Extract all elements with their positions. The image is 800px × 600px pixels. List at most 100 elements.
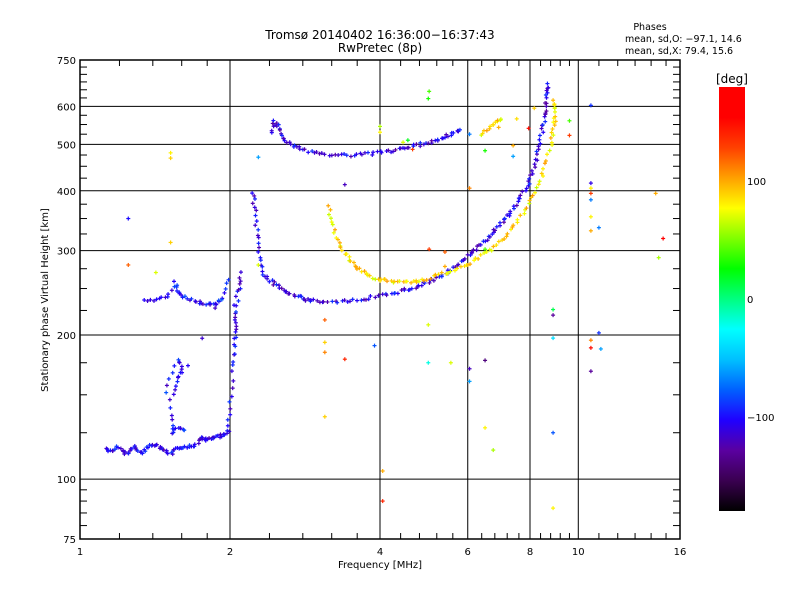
- trace-point: [335, 237, 340, 242]
- trace-point: [542, 114, 547, 119]
- trace-point: [254, 219, 259, 224]
- trace-point: [546, 85, 551, 90]
- scatter-point: [426, 96, 431, 101]
- trace-point: [167, 397, 172, 402]
- trace-point: [427, 280, 432, 285]
- trace-point: [292, 143, 297, 148]
- colorbar-tick-label: −100: [747, 413, 774, 424]
- axis-ticks: [80, 60, 680, 539]
- trace-point: [418, 144, 423, 149]
- scatter-point: [588, 369, 593, 374]
- trace-point: [496, 239, 501, 244]
- trace-point: [182, 428, 187, 433]
- trace-point: [326, 203, 331, 208]
- trace-point: [281, 136, 286, 141]
- trace-point: [229, 369, 234, 374]
- trace-point: [508, 227, 513, 232]
- scatter-point: [511, 143, 516, 148]
- trace-point: [385, 279, 390, 284]
- trace-point: [232, 303, 237, 308]
- trace-point: [359, 152, 364, 157]
- trace-point: [311, 297, 316, 302]
- trace-point: [218, 432, 223, 437]
- trace-point: [189, 296, 194, 301]
- trace-point: [526, 179, 531, 184]
- trace-point: [456, 262, 461, 267]
- trace-point: [193, 299, 198, 304]
- trace-point: [533, 157, 538, 162]
- trace-point: [527, 176, 532, 181]
- colorbar-tick-label: 100: [747, 177, 766, 188]
- trace-point: [238, 279, 243, 284]
- trace-point: [236, 298, 241, 303]
- scatter-point: [427, 247, 432, 252]
- trace-point: [256, 241, 261, 246]
- trace-point: [544, 88, 549, 93]
- trace-point: [253, 213, 258, 218]
- trace-point: [493, 228, 498, 233]
- trace-point: [172, 279, 177, 284]
- trace-point: [547, 148, 552, 153]
- trace-point: [267, 279, 272, 284]
- trace-point: [508, 209, 513, 214]
- scatter-point: [426, 360, 431, 365]
- trace-point: [436, 272, 441, 277]
- trace-point: [482, 251, 487, 256]
- trace-point: [379, 150, 384, 155]
- trace-point: [118, 446, 123, 451]
- colorbar-tick-label: 0: [747, 295, 753, 306]
- trace-point: [395, 291, 400, 296]
- trace-point: [179, 292, 184, 297]
- scatter-point: [410, 147, 415, 152]
- scatter-point: [467, 132, 472, 137]
- trace-point: [151, 298, 156, 303]
- trace-point: [516, 196, 521, 201]
- trace-point: [175, 379, 180, 384]
- trace-point: [333, 227, 338, 232]
- x-tick-label: 2: [227, 547, 233, 558]
- trace-point: [228, 412, 233, 417]
- trace-point: [478, 242, 483, 247]
- trace-point: [222, 290, 227, 295]
- trace-point: [272, 279, 277, 284]
- scatter-point: [588, 214, 593, 219]
- data-points: [104, 81, 666, 511]
- trace-point: [254, 208, 259, 213]
- trace-point: [106, 449, 111, 454]
- trace-point: [321, 299, 326, 304]
- trace-point: [330, 299, 335, 304]
- trace-point: [543, 119, 548, 124]
- scatter-point: [551, 430, 556, 435]
- y-tick-label: 400: [57, 187, 76, 198]
- scatter-point: [448, 360, 453, 365]
- trace-point: [224, 281, 229, 286]
- trace-point: [145, 298, 150, 303]
- trace-point: [257, 245, 262, 250]
- trace-point: [256, 235, 261, 240]
- trace-point: [126, 451, 131, 456]
- trace-point: [345, 299, 350, 304]
- trace-point: [418, 140, 423, 145]
- trace-point: [250, 191, 255, 196]
- trace-point: [350, 297, 355, 302]
- trace-point: [234, 327, 239, 332]
- trace-point: [458, 264, 463, 269]
- trace-point: [514, 203, 519, 208]
- trace-point: [182, 294, 187, 299]
- trace-point: [455, 266, 460, 271]
- scatter-point: [588, 191, 593, 196]
- trace-point: [382, 277, 387, 282]
- trace-point: [231, 378, 236, 383]
- scatter-point: [378, 124, 382, 129]
- trace-point: [317, 151, 322, 156]
- trace-point: [258, 258, 263, 263]
- colorbar-tick-labels: 100 0 −100: [747, 177, 774, 424]
- trace-point: [487, 234, 492, 239]
- trace-point: [200, 302, 205, 307]
- trace-point: [544, 95, 549, 100]
- trace-point: [331, 230, 336, 235]
- scatter-point: [598, 346, 603, 351]
- trace-point: [192, 442, 197, 447]
- trace-point: [551, 120, 556, 125]
- scatter-point: [126, 216, 131, 221]
